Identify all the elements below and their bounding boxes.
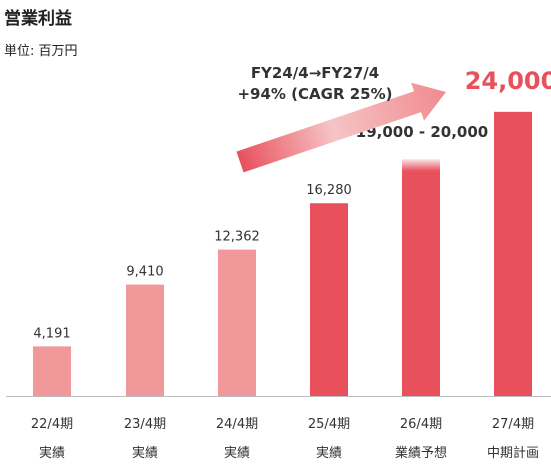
value-label: 24,000 [465, 67, 551, 95]
growth-arrow-shape [236, 82, 446, 173]
x-tick-sublabel: 実績 [132, 445, 158, 461]
bar-23/4期 [126, 284, 164, 396]
value-label: 9,410 [126, 265, 163, 280]
bar-25/4期 [310, 203, 348, 396]
value-label: 4,191 [33, 326, 70, 341]
x-tick-label: 25/4期 [308, 417, 350, 432]
x-tick-label: 24/4期 [216, 417, 258, 432]
x-tick-sublabel: 実績 [39, 445, 65, 461]
bar-26/4期 [402, 171, 440, 396]
bar-22/4期 [33, 346, 71, 396]
chart-title: 営業利益 [4, 9, 72, 29]
growth-arrow [236, 82, 446, 173]
x-tick-sublabel: 実績 [316, 445, 342, 461]
x-tick-label: 22/4期 [31, 417, 73, 432]
x-tick-sublabel: 実績 [224, 445, 250, 461]
x-tick-label: 27/4期 [492, 417, 534, 432]
value-label: 16,280 [306, 183, 352, 198]
unit-label: 単位: 百万円 [4, 44, 78, 59]
x-tick-sublabel: 業績予想 [395, 445, 447, 461]
value-label: 12,362 [214, 230, 260, 245]
x-tick-sublabel: 中期計画 [487, 445, 539, 461]
bar-range-26/4期 [402, 159, 440, 172]
value-label: 19,000 - 20,000 [356, 123, 488, 141]
bar-27/4期 [494, 111, 532, 396]
growth-annotation-line2: +94% (CAGR 25%) [237, 85, 392, 103]
x-tick-label: 26/4期 [400, 417, 442, 432]
x-tick-label: 23/4期 [124, 417, 166, 432]
bar-24/4期 [218, 249, 256, 396]
growth-annotation-line1: FY24/4→FY27/4 [251, 64, 379, 82]
